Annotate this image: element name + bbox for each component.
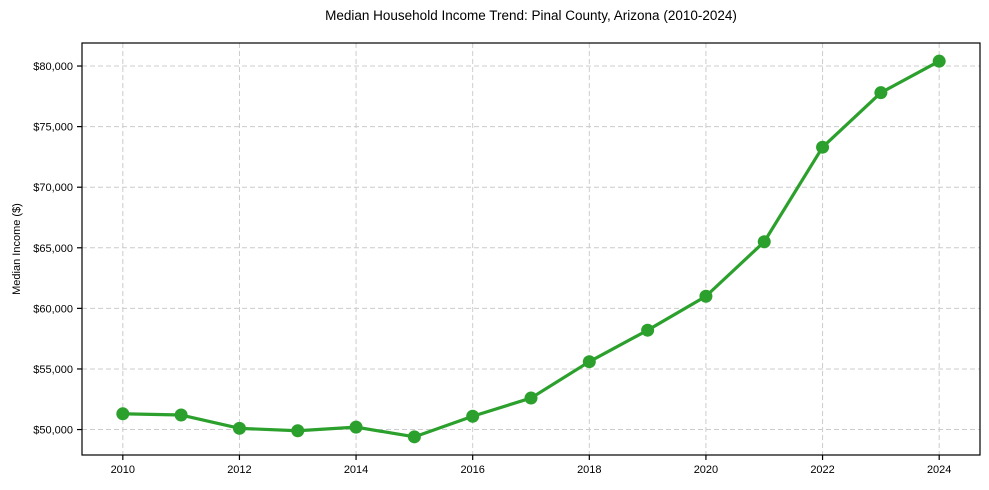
y-tick-label: $55,000 <box>33 364 73 376</box>
data-point-2024 <box>932 54 946 68</box>
y-tick-label: $60,000 <box>33 303 73 315</box>
y-tick-label: $65,000 <box>33 243 73 255</box>
data-point-2022 <box>816 140 830 154</box>
y-tick-label: $75,000 <box>33 122 73 134</box>
plot-border <box>81 42 981 456</box>
x-tick-label: 2016 <box>460 464 484 476</box>
data-point-2012 <box>232 421 246 435</box>
data-point-2013 <box>291 424 305 438</box>
x-tick-label: 2022 <box>810 464 834 476</box>
data-point-2019 <box>641 323 655 337</box>
x-tick-label: 2020 <box>694 464 718 476</box>
data-point-2018 <box>582 355 596 369</box>
income-trend-line <box>121 59 941 439</box>
y-tick-label: $80,000 <box>33 61 73 73</box>
x-tick-label: 2012 <box>227 464 251 476</box>
data-point-2021 <box>757 235 771 249</box>
y-tick-label: $50,000 <box>33 425 73 437</box>
x-tick-label: 2024 <box>927 464 951 476</box>
data-point-2023 <box>874 86 888 100</box>
data-point-2014 <box>349 420 363 434</box>
y-tick-label: $70,000 <box>33 182 73 194</box>
x-tick-label: 2018 <box>577 464 601 476</box>
x-tick-label: 2014 <box>344 464 368 476</box>
data-point-2015 <box>407 430 421 444</box>
data-point-2011 <box>174 408 188 422</box>
x-tick-label: 2010 <box>111 464 135 476</box>
data-point-2016 <box>466 409 480 423</box>
chart-title: Median Household Income Trend: Pinal Cou… <box>325 8 737 23</box>
data-point-2020 <box>699 289 713 303</box>
data-point-2017 <box>524 391 538 405</box>
data-point-2010 <box>116 407 130 421</box>
